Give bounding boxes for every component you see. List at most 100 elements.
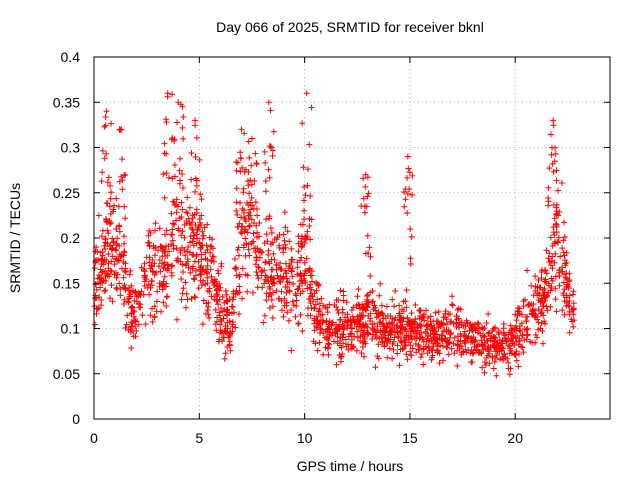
data-point — [295, 320, 302, 327]
data-point — [196, 156, 203, 163]
data-point — [481, 369, 488, 376]
data-point — [379, 339, 386, 346]
data-point — [113, 284, 120, 291]
data-point — [404, 210, 411, 217]
data-point — [223, 291, 230, 298]
data-point — [190, 275, 197, 282]
data-point — [131, 308, 138, 315]
data-point — [139, 312, 146, 319]
data-point — [556, 267, 563, 274]
data-point — [266, 304, 273, 311]
data-point — [402, 341, 409, 348]
data-point — [405, 165, 412, 172]
data-point — [304, 166, 311, 173]
data-point — [146, 239, 153, 246]
data-point — [509, 332, 516, 339]
data-point — [476, 348, 483, 355]
data-point — [268, 229, 275, 236]
data-point — [278, 288, 285, 295]
data-point — [216, 287, 223, 294]
data-point — [192, 154, 199, 161]
data-point — [182, 252, 189, 259]
data-point — [217, 284, 224, 291]
data-point — [563, 302, 570, 309]
data-point — [221, 355, 228, 362]
data-point — [240, 189, 247, 196]
data-point — [142, 321, 149, 328]
data-point — [113, 285, 120, 292]
data-point — [221, 334, 228, 341]
data-point — [101, 288, 108, 295]
data-point — [168, 241, 175, 248]
data-point — [340, 340, 347, 347]
data-point — [113, 274, 120, 281]
data-point — [269, 152, 276, 159]
data-point — [116, 280, 123, 287]
data-point — [118, 126, 125, 133]
data-point — [374, 323, 381, 330]
data-point — [215, 267, 222, 274]
data-point — [460, 348, 467, 355]
data-point — [173, 217, 180, 224]
data-point — [196, 266, 203, 273]
data-point — [240, 244, 247, 251]
data-point — [169, 231, 176, 238]
data-point — [111, 261, 118, 268]
axis-ticks: 0 5 10 15 20 0 0.05 0.1 0.15 0.2 0.25 0.3 0.35 0.4 — [53, 49, 610, 446]
data-point — [253, 269, 260, 276]
data-point — [566, 329, 573, 336]
x-axis-label: GPS time / hours — [297, 458, 404, 474]
data-point — [107, 219, 114, 226]
data-point — [481, 359, 488, 366]
data-point — [561, 233, 568, 240]
data-point — [365, 250, 372, 257]
data-point — [162, 252, 169, 259]
data-point — [174, 316, 181, 323]
data-point — [344, 311, 351, 318]
data-point — [252, 150, 259, 157]
data-point — [343, 299, 350, 306]
data-point — [154, 288, 161, 295]
data-point — [283, 270, 290, 277]
data-point — [326, 301, 333, 308]
data-point — [169, 220, 176, 227]
data-point — [339, 330, 346, 337]
data-point — [354, 321, 361, 328]
data-point — [270, 279, 277, 286]
data-point — [556, 273, 563, 280]
data-point — [316, 300, 323, 307]
data-point — [202, 255, 209, 262]
data-point — [216, 296, 223, 303]
data-point — [129, 303, 136, 310]
data-point — [298, 244, 305, 251]
data-point — [276, 242, 283, 249]
data-point — [116, 178, 123, 185]
data-point — [103, 150, 110, 157]
data-point — [184, 248, 191, 255]
data-point — [203, 269, 210, 276]
data-point — [372, 332, 379, 339]
data-point — [288, 256, 295, 263]
data-point — [430, 318, 437, 325]
data-point — [521, 336, 528, 343]
data-point — [193, 134, 200, 141]
data-point — [333, 321, 340, 328]
data-point — [499, 345, 506, 352]
data-point — [529, 307, 536, 314]
data-point — [564, 281, 571, 288]
data-point — [198, 196, 205, 203]
data-point — [262, 178, 269, 185]
data-point — [339, 351, 346, 358]
data-point — [302, 267, 309, 274]
data-point — [151, 227, 158, 234]
data-point — [570, 288, 577, 295]
data-point — [104, 227, 111, 234]
data-point — [489, 353, 496, 360]
data-point — [217, 329, 223, 336]
data-point — [216, 309, 223, 316]
data-point — [179, 171, 186, 178]
data-point — [367, 272, 374, 279]
data-point — [501, 350, 508, 357]
data-point — [485, 310, 492, 317]
data-point — [130, 309, 137, 316]
